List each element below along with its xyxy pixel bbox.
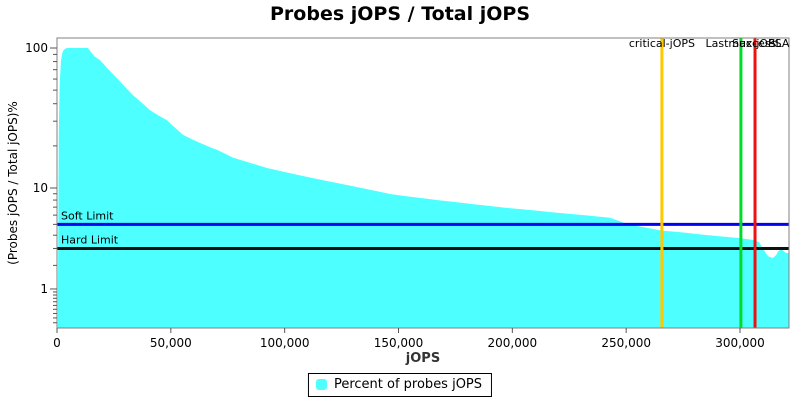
legend: Percent of probes jOPS (307, 373, 493, 397)
x-tick-label: 0 (53, 336, 61, 350)
soft-limit-label: Soft Limit (61, 209, 114, 222)
marker-label-last-success: Last Success (706, 37, 777, 50)
x-tick-label: 250,000 (601, 336, 651, 350)
series-area-percent-of-probes-jops (57, 48, 789, 328)
x-tick-label: 50,000 (150, 336, 192, 350)
hard-limit-label: Hard Limit (61, 233, 119, 246)
y-tick-label: 100 (25, 41, 48, 55)
y-tick-label: 1 (40, 282, 48, 296)
y-tick-label: 10 (33, 181, 48, 195)
x-tick-label: 150,000 (374, 336, 424, 350)
x-tick-label: 300,000 (715, 336, 765, 350)
chart-title: Probes jOPS / Total jOPS (270, 3, 530, 25)
plot-border (56, 37, 790, 329)
x-tick-label: 200,000 (488, 336, 538, 350)
marker-label-critical-jops: critical-jOPS (629, 37, 695, 50)
x-tick-label: 100,000 (260, 336, 310, 350)
legend-label: Percent of probes jOPS (333, 377, 483, 392)
legend-swatch-icon (315, 379, 327, 390)
marker-label-sla: SLA (768, 37, 789, 50)
marker-label-max-jops: max-jOPS (728, 37, 781, 50)
x-axis-label: jOPS (405, 351, 441, 366)
